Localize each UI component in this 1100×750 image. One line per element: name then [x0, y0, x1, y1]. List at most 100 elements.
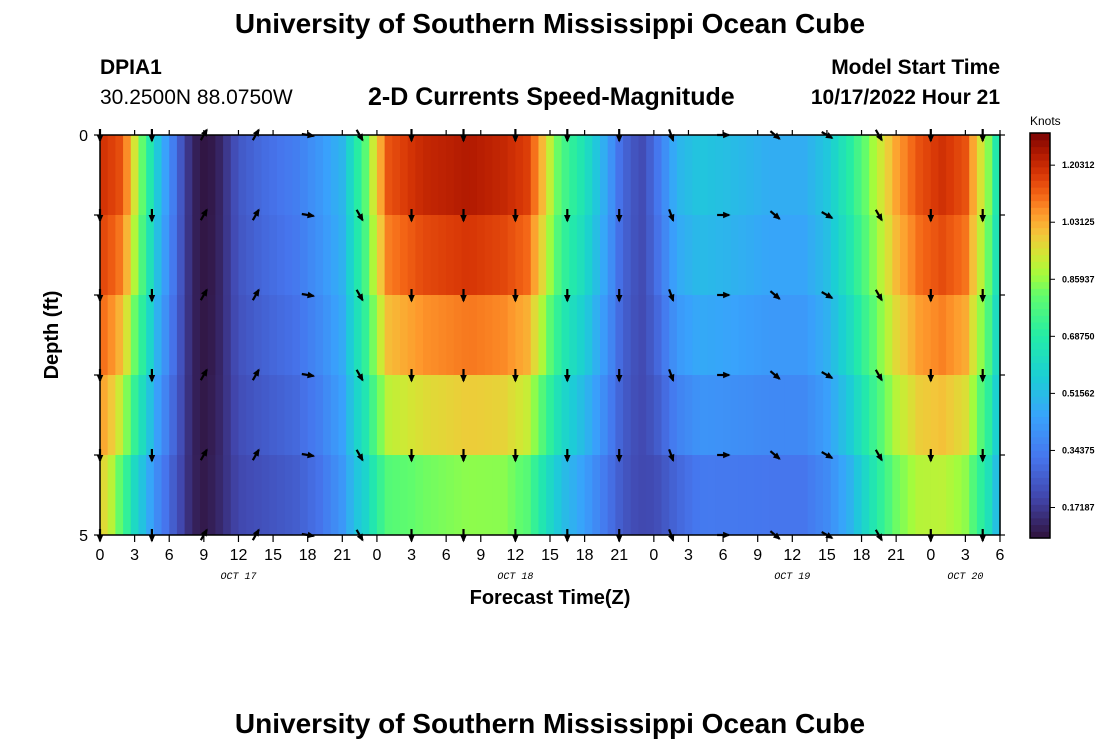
heatmap-cell [315, 135, 324, 216]
current-vector [199, 288, 208, 301]
heatmap-cell [569, 375, 578, 456]
heatmap-cell [746, 455, 755, 536]
x-tick-label: 21 [610, 547, 628, 564]
heatmap-cell [992, 455, 1001, 536]
heatmap-cell [830, 295, 840, 376]
heatmap-cell [938, 215, 947, 296]
heatmap-cell [415, 215, 424, 296]
x-tick-label: 12 [506, 547, 524, 564]
colorbar-segment [1030, 396, 1050, 404]
heatmap-cell [984, 295, 993, 376]
heatmap-cell [807, 135, 816, 216]
heatmap-cell [392, 215, 401, 296]
heatmap-cell [269, 135, 278, 216]
heatmap-cell [561, 375, 570, 456]
heatmap-cell [615, 295, 624, 376]
colorbar-segment [1030, 490, 1050, 499]
heatmap-cell [969, 215, 978, 296]
heatmap-cell [376, 135, 386, 216]
heatmap-cell [900, 135, 909, 216]
heatmap-cell [300, 375, 309, 456]
heatmap-cell [453, 295, 463, 376]
current-vector [148, 289, 156, 303]
heatmap-cell [784, 295, 793, 376]
colorbar-segment [1030, 349, 1050, 357]
heatmap-cell [530, 455, 540, 536]
heatmap-cell [800, 295, 809, 376]
heatmap-cell [400, 455, 409, 536]
x-tick-label: 21 [887, 547, 905, 564]
heatmap-cell [900, 295, 909, 376]
heatmap-cell [338, 295, 347, 376]
x-tick-label: 0 [649, 547, 658, 564]
day-label: OCT 17 [220, 572, 256, 583]
heatmap-cell [776, 455, 786, 536]
heatmap-cell [438, 295, 447, 376]
x-tick-label: 15 [818, 547, 836, 564]
colorbar-segment [1030, 409, 1050, 418]
heatmap-cell [723, 455, 732, 536]
heatmap-cell [561, 295, 570, 376]
heatmap-cell [823, 215, 832, 296]
heatmap-cell [353, 215, 363, 296]
heatmap-cell [346, 455, 355, 536]
heatmap-cell [546, 215, 555, 296]
heatmap-cell [961, 215, 970, 296]
heatmap-cell [430, 295, 440, 376]
current-vector [512, 209, 519, 223]
heatmap-cell [876, 375, 886, 456]
heatmap-cell [861, 215, 870, 296]
heatmap-cell [230, 455, 240, 536]
heatmap-cell [169, 215, 178, 296]
current-vector [408, 209, 415, 223]
x-tick-label: 15 [541, 547, 559, 564]
heatmap-cell [384, 375, 393, 456]
heatmap-cell [361, 455, 370, 536]
heatmap-cell [130, 135, 140, 216]
heatmap-cell [407, 375, 416, 456]
heatmap-cell [684, 215, 693, 296]
heatmap-cell [569, 455, 578, 536]
heatmap-cell [323, 295, 332, 376]
colorbar: 0.17187 0.34375 0.51562 0.68750 0.85937 1.031… [1029, 132, 1095, 539]
heatmap-cell [323, 455, 332, 536]
heatmap-cell [423, 295, 432, 376]
heatmap-cell [946, 215, 955, 296]
heatmap-cell [415, 375, 424, 456]
heatmap-cell [269, 455, 278, 536]
heatmap-cell [107, 295, 116, 376]
heatmap-cell [546, 295, 555, 376]
heatmap-cell [592, 455, 601, 536]
x-tick-label: 12 [783, 547, 801, 564]
heatmap-cell [284, 455, 293, 536]
heatmap-cell [607, 295, 616, 376]
heatmap-cell [776, 375, 786, 456]
heatmap-cell [307, 135, 316, 216]
heatmap-cell [123, 215, 132, 296]
heatmap-cell [315, 375, 324, 456]
heatmap-cell [153, 135, 163, 216]
heatmap-cell [869, 375, 878, 456]
x-tick-label: 3 [961, 547, 970, 564]
heatmap-cell [915, 455, 924, 536]
heatmap-cell [546, 455, 555, 536]
current-vector [408, 369, 415, 383]
heatmap-cell [523, 135, 532, 216]
heatmap-cell [715, 215, 724, 296]
heatmap-cell [246, 375, 255, 456]
heatmap-cell [853, 135, 863, 216]
heatmap-cell [784, 135, 793, 216]
current-vector [821, 371, 834, 379]
colorbar-segment [1030, 214, 1050, 222]
heatmap-cell [246, 215, 255, 296]
colorbar-segment [1030, 139, 1050, 148]
heatmap-cell [215, 135, 224, 216]
heatmap-cell [253, 375, 263, 456]
heatmap-cell [730, 375, 740, 456]
heatmap-cell [153, 295, 163, 376]
heatmap-cell [892, 375, 901, 456]
heatmap-cell [100, 455, 109, 536]
heatmap-cells [100, 135, 1001, 536]
heatmap-cell [684, 375, 693, 456]
heatmap-cell [953, 215, 963, 296]
